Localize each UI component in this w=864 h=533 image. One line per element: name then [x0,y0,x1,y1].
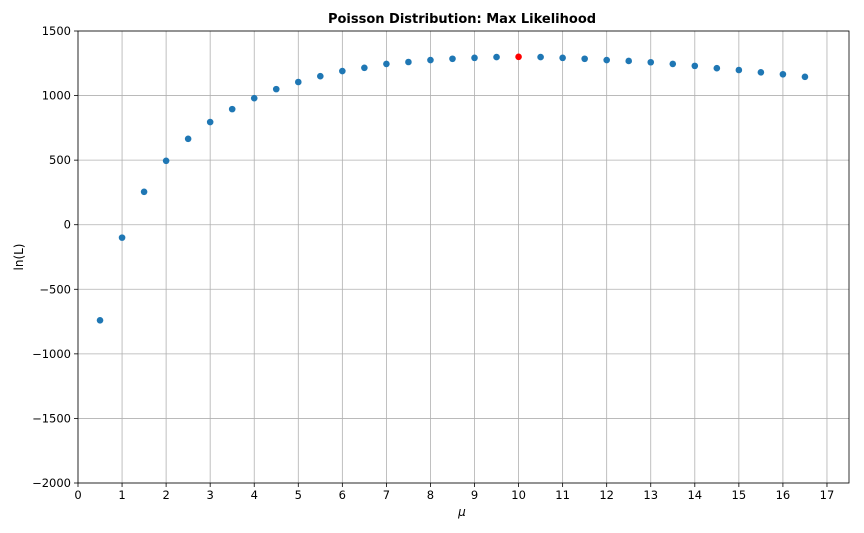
x-tick-label: 11 [555,488,570,502]
x-tick-label: 15 [732,488,747,502]
data-point [162,157,170,165]
data-point [713,64,721,72]
x-tick-label: 2 [162,488,169,502]
chart-title: Poisson Distribution: Max Likelihood [328,12,596,27]
x-tick-label: 9 [471,488,478,502]
data-point [735,66,743,74]
data-point [471,54,478,62]
data-point [647,58,655,66]
data-point [250,94,258,102]
data-point [140,188,148,196]
x-tick-label: 1 [118,488,125,502]
data-point [272,85,280,93]
data-point [206,118,214,126]
x-tick-label: 8 [427,488,434,502]
data-point [449,55,456,63]
x-tick-label: 4 [251,488,258,502]
plot-frame [77,30,850,484]
data-point [603,56,610,64]
max-likelihood-point [515,53,522,61]
data-point [779,70,787,78]
data-point [493,53,500,61]
grid [77,30,849,484]
y-tick-label: 1000 [42,89,71,103]
x-tick-label: 14 [687,488,702,502]
data-point [537,53,544,61]
x-tick-label: 6 [339,488,346,502]
y-tick-label: 1500 [42,24,71,38]
data-point [339,67,346,75]
ticks: 0 1 2 3 4 5 6 7 8 9 10 11 12 13 14 15 16 17−2000−1500−100… [32,24,834,502]
data-point [383,60,390,68]
data-point [405,58,412,66]
x-tick-label: 3 [207,488,214,502]
x-tick-label: 16 [776,488,791,502]
data-point [427,56,434,64]
x-axis-label: μ [457,505,466,519]
x-tick-label: 5 [295,488,302,502]
data-points [96,53,809,324]
y-tick-label: 0 [64,218,71,232]
x-tick-label: 13 [643,488,658,502]
data-point [96,316,104,324]
x-tick-label: 7 [383,488,390,502]
y-tick-label: −2000 [32,476,71,490]
data-point [559,54,566,62]
data-point [625,57,633,65]
data-point [757,69,765,76]
x-tick-label: 10 [511,488,526,502]
y-tick-label: −1500 [32,411,71,425]
data-point [669,60,677,68]
data-point [581,55,588,63]
data-point [801,73,809,81]
x-tick-label: 12 [599,488,614,502]
data-point [118,234,126,241]
data-point [691,62,699,70]
x-tick-label: 0 [74,488,81,502]
y-axis-label: ln(L) [12,244,26,271]
data-point [361,64,368,72]
data-point [294,78,302,86]
x-tick-label: 17 [820,488,835,502]
data-point [317,72,324,80]
y-tick-label: −500 [39,282,71,296]
y-tick-label: −1000 [32,347,71,361]
data-point [184,135,192,143]
data-point [228,105,236,113]
y-tick-label: 500 [49,153,71,167]
